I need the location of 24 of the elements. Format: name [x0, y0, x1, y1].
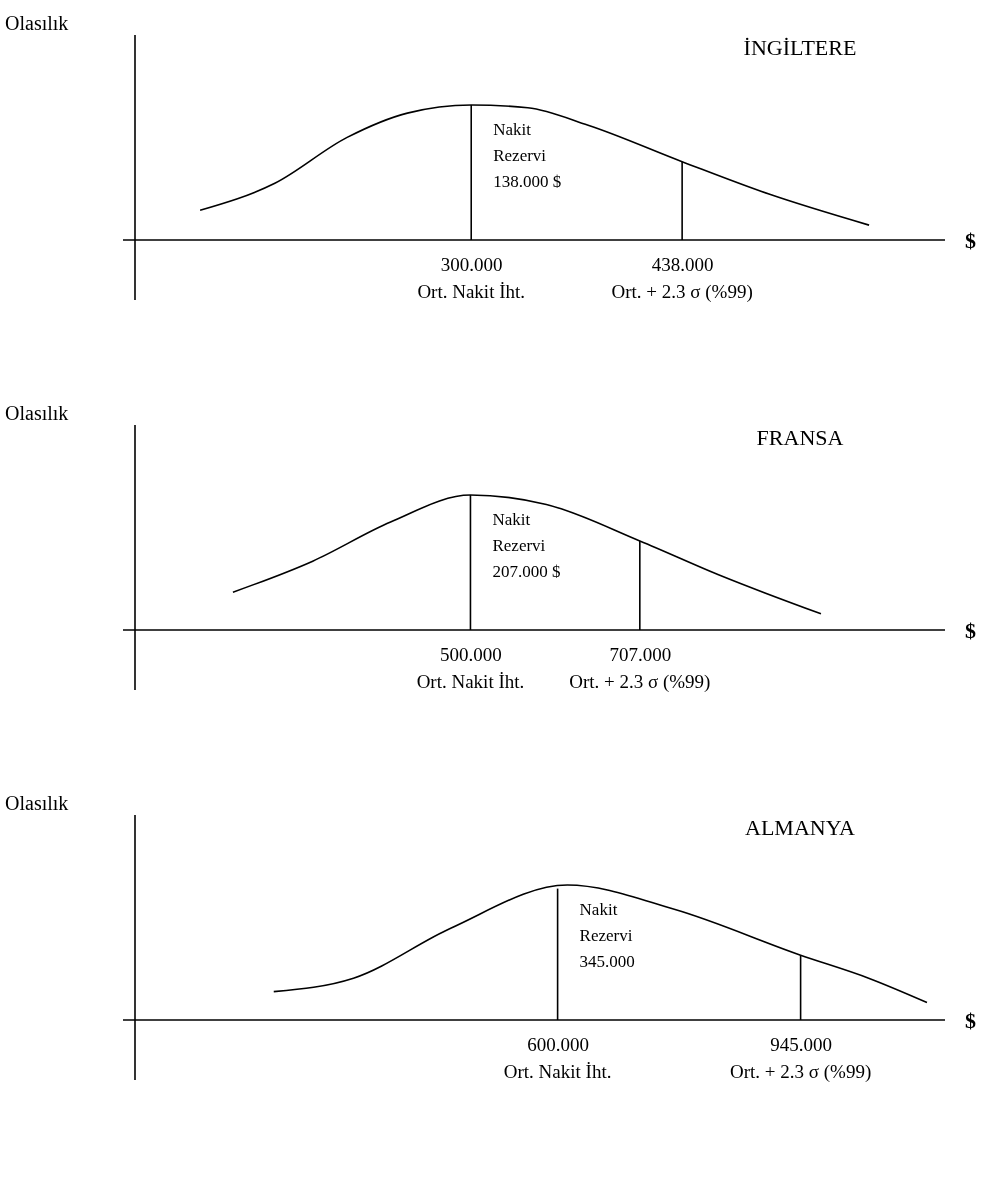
- ref-line-label: Ort. Nakit İht.: [417, 281, 526, 302]
- ref-line-label: Ort. + 2.3 σ (%99): [611, 281, 753, 303]
- ref-line-label: Ort. + 2.3 σ (%99): [569, 671, 711, 693]
- x-axis-title: $: [965, 1008, 976, 1033]
- chart-title: FRANSA: [756, 425, 844, 450]
- annotation: Nakit Rezervi 138.000 $: [493, 120, 562, 191]
- x-tick-label: 707.000: [609, 644, 672, 666]
- ref-line-label: Ort. Nakit İht.: [416, 671, 525, 692]
- x-tick-label: 600.000: [527, 1034, 589, 1056]
- annotation: Nakit Rezervi 207.000 $: [492, 510, 561, 581]
- x-tick-label: 438.000: [651, 254, 714, 276]
- x-tick-label: 300.000: [440, 254, 503, 276]
- x-tick-label: 500.000: [440, 644, 502, 666]
- ref-line-label: Ort. Nakit İht.: [503, 1061, 612, 1082]
- y-axis-title: Olasılık: [5, 402, 69, 424]
- ref-line-label: Ort. + 2.3 σ (%99): [729, 1061, 872, 1083]
- x-axis-title: $: [965, 228, 976, 253]
- y-axis-title: Olasılık: [5, 12, 69, 34]
- chart-title: İNGİLTERE: [743, 35, 857, 60]
- x-tick-label: 945.000: [770, 1034, 832, 1056]
- chart-title: ALMANYA: [745, 815, 856, 840]
- y-axis-title: Olasılık: [5, 792, 69, 814]
- x-axis-title: $: [965, 618, 976, 643]
- annotation: Nakit Rezervi 345.000: [579, 900, 635, 971]
